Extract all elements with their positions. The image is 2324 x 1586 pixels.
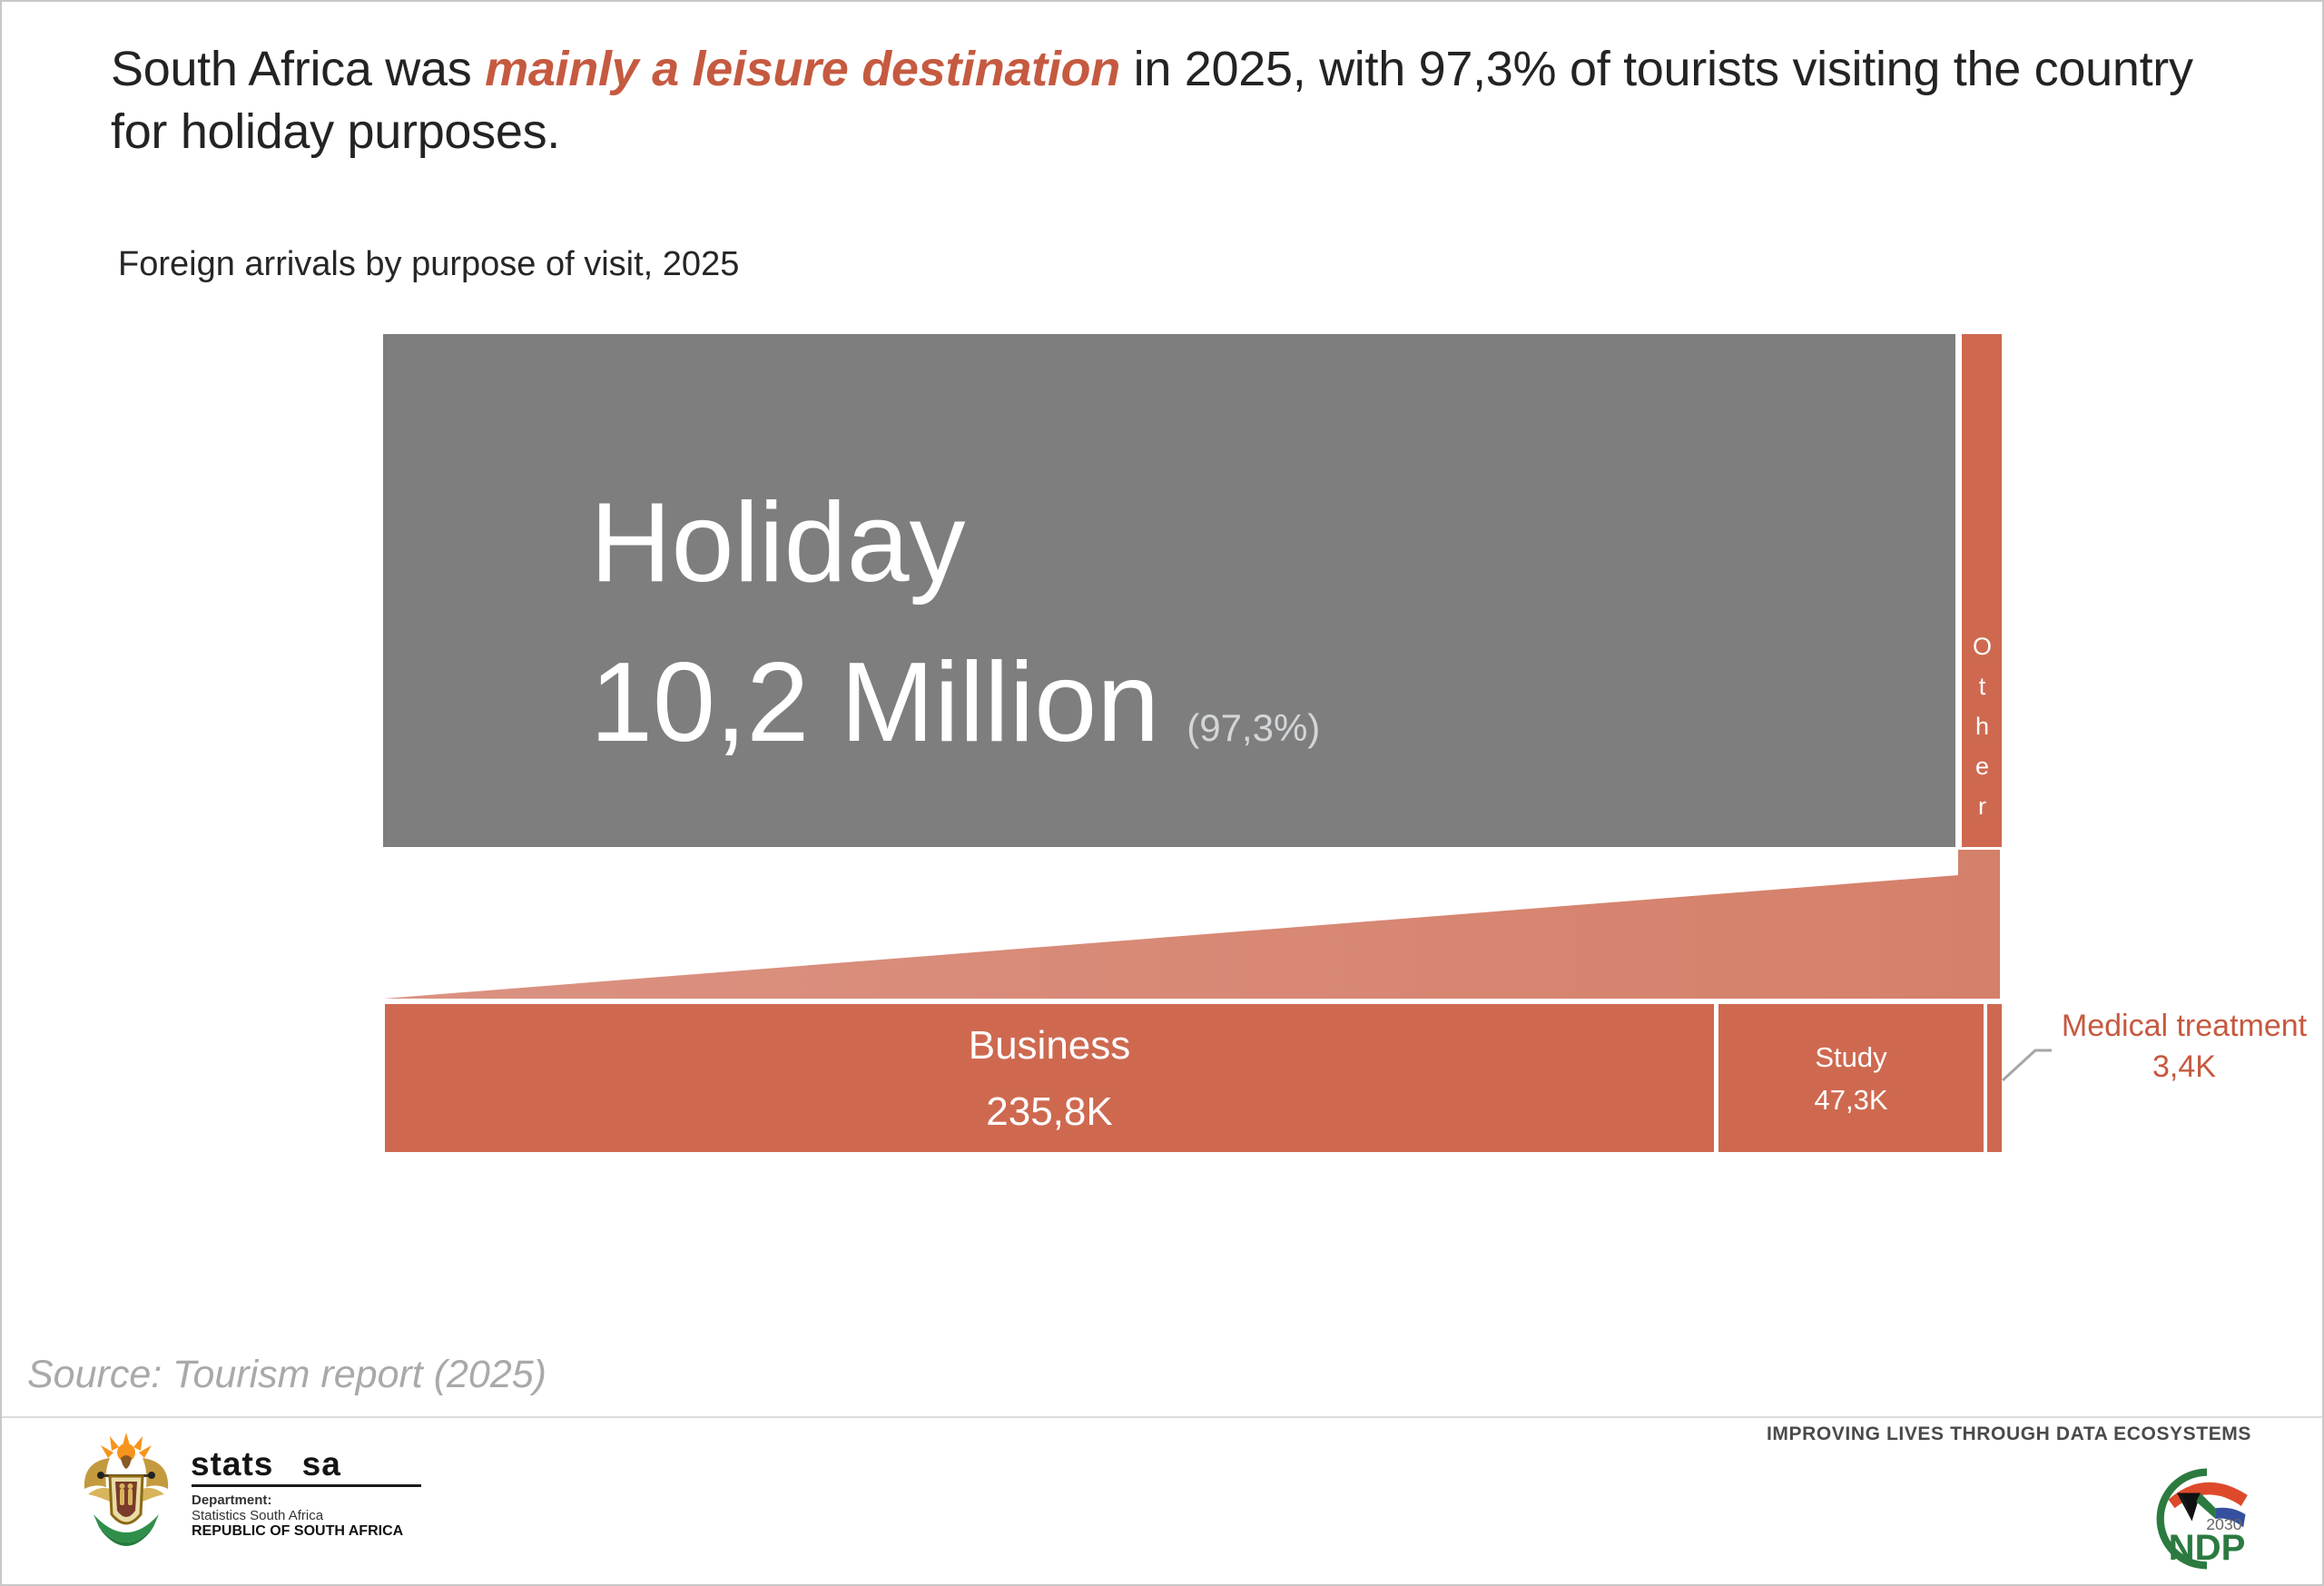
- dept-line3: REPUBLIC OF SOUTH AFRICA: [192, 1523, 404, 1539]
- medical-label: Medical treatment: [2061, 1009, 2308, 1043]
- holiday-value-line: 10,2 Million (97,3%): [590, 623, 1320, 808]
- study-segment: Study 47,3K: [1718, 1004, 1984, 1152]
- holiday-label-group: Holiday 10,2 Million (97,3%): [590, 463, 1320, 808]
- dept-line1: Department:: [192, 1492, 272, 1508]
- stats-sa-wordmark: stats sa: [191, 1445, 341, 1483]
- medical-callout: Medical treatment 3,4K: [2046, 1006, 2322, 1088]
- stats-sa-department-block: Department: Statistics South Africa REPU…: [192, 1492, 403, 1539]
- page-title: South Africa was mainly a leisure destin…: [111, 38, 2299, 163]
- svg-text:2030: 2030: [2206, 1515, 2242, 1533]
- holiday-block: Holiday 10,2 Million (97,3%): [383, 334, 1955, 847]
- title-rest: in 2025, with 97,3% of tourists visiting…: [1119, 42, 2193, 96]
- dept-line2: Statistics South Africa: [192, 1508, 324, 1523]
- business-value: 235,8K: [986, 1089, 1113, 1134]
- chart-subtitle: Foreign arrivals by purpose of visit, 20…: [118, 245, 740, 283]
- stats-sa-coat-of-arms-icon: [84, 1433, 169, 1546]
- business-label: Business: [968, 1022, 1131, 1068]
- title-accent: mainly a leisure destination: [485, 42, 1120, 96]
- svg-text:NDP: NDP: [2169, 1527, 2246, 1568]
- holiday-label: Holiday: [590, 480, 966, 606]
- stats-sa-rule: [192, 1484, 421, 1487]
- other-strip: Other: [1962, 334, 2002, 847]
- source-note: Source: Tourism report (2025): [27, 1353, 547, 1396]
- title-line2: for holiday purposes.: [111, 104, 560, 159]
- funnel-shape: [383, 850, 2000, 999]
- medical-callout-line: [2001, 1049, 2052, 1082]
- medical-segment: [1987, 1004, 2002, 1152]
- business-segment: Business 235,8K: [385, 1004, 1714, 1152]
- other-label: Other: [1968, 633, 1996, 832]
- medical-value: 3,4K: [2152, 1049, 2216, 1084]
- holiday-value: 10,2 Million: [590, 640, 1160, 765]
- study-value: 47,3K: [1814, 1083, 1888, 1116]
- holiday-share: (97,3%): [1187, 706, 1321, 749]
- footer: stats sa Department: Statistics South Af…: [2, 1416, 2322, 1584]
- study-label: Study: [1815, 1040, 1887, 1073]
- title-prefix: South Africa was: [111, 42, 486, 96]
- footer-tagline: IMPROVING LIVES THROUGH DATA ECOSYSTEMS: [1766, 1423, 2251, 1444]
- ndp-2030-logo-icon: 2030 NDP: [2156, 1468, 2258, 1570]
